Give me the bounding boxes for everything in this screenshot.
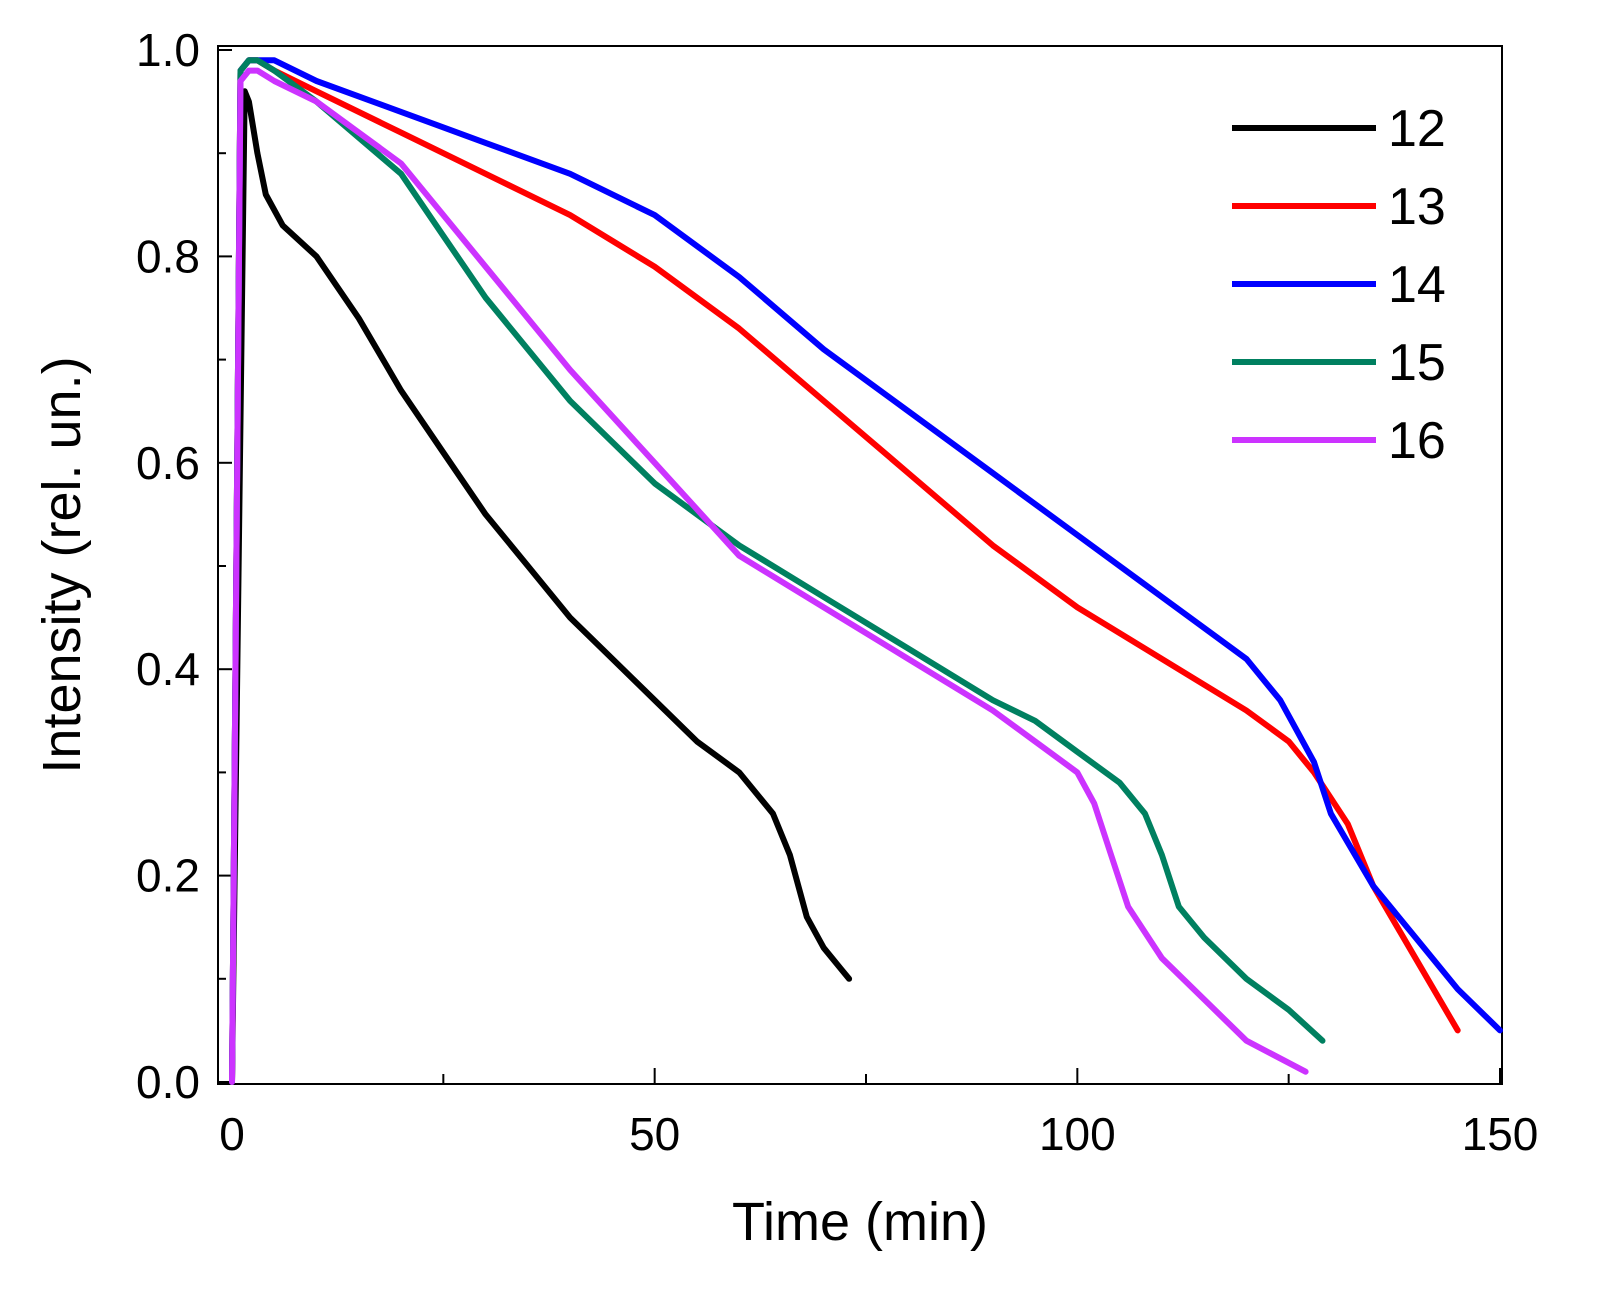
legend-label-13: 13: [1388, 178, 1446, 236]
y-tick-label: 1.0: [136, 24, 200, 76]
x-tick-label: 100: [1039, 1108, 1116, 1160]
y-tick-label: 0.4: [136, 643, 200, 695]
series-line-14: [229, 57, 1503, 1085]
y-tick-label: 0.0: [136, 1056, 200, 1108]
x-tick-label: 50: [629, 1108, 680, 1160]
legend-label-16: 16: [1388, 412, 1446, 470]
series-line-13: [229, 57, 1461, 1085]
legend: 12 13 14 15 16: [1232, 100, 1446, 470]
series-line-16: [229, 67, 1309, 1085]
series-lines: [229, 57, 1503, 1085]
axis-ticks: [218, 49, 1501, 1084]
y-tick-label: 0.8: [136, 230, 200, 282]
axis-tick-labels: 0 50 100 150 0.0 0.2 0.4 0.6 0.8 1.0: [136, 24, 1538, 1160]
legend-label-14: 14: [1388, 256, 1446, 314]
series-line-15: [229, 57, 1326, 1085]
y-tick-label: 0.6: [136, 437, 200, 489]
legend-label-12: 12: [1388, 100, 1446, 158]
legend-label-15: 15: [1388, 334, 1446, 392]
series-line-12: [229, 88, 853, 1085]
y-tick-label: 0.2: [136, 850, 200, 902]
x-axis-title: Time (min): [732, 1192, 988, 1252]
plot-frame: [217, 45, 1503, 1085]
x-tick-label: 0: [219, 1108, 245, 1160]
y-axis-title: Intensity (rel. un.): [32, 356, 92, 773]
x-tick-label: 150: [1462, 1108, 1539, 1160]
